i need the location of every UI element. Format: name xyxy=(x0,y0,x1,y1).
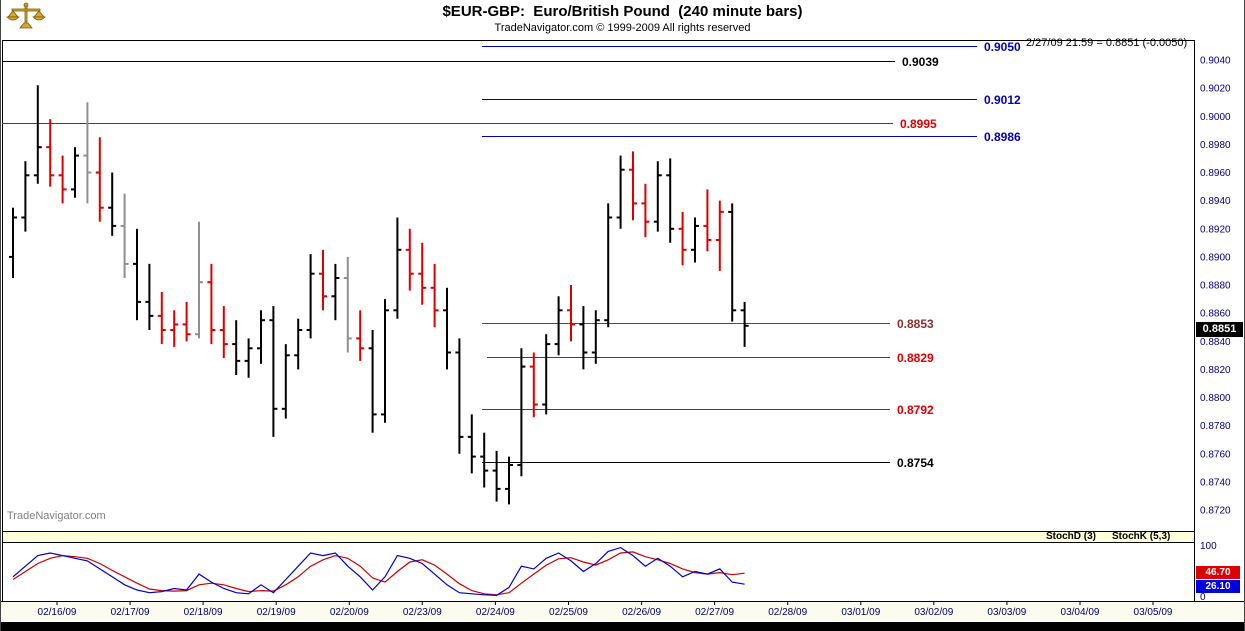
price-axis-label: 0.8980 xyxy=(1200,140,1231,151)
price-axis-label: 0.8860 xyxy=(1200,309,1231,320)
price-axis-label: 0.9000 xyxy=(1200,112,1231,123)
date-axis-label: 02/24/09 xyxy=(476,607,515,618)
price-line-label: 0.8754 xyxy=(897,456,934,470)
price-axis-label: 0.8740 xyxy=(1200,477,1231,488)
date-axis-label: 02/20/09 xyxy=(330,607,369,618)
date-axis-label: 02/27/09 xyxy=(695,607,734,618)
price-axis-label: 0.8900 xyxy=(1200,252,1231,263)
date-axis-labels: 02/16/09 02/17/09 02/18/09 02/19/09 02/20/09… xyxy=(38,601,1173,618)
support-resistance-lines: 0.9050 0.9039 0.9012 0.8995 0.8986 0.8853 0.88… xyxy=(2,40,1021,470)
price-axis-label: 0.8780 xyxy=(1200,421,1231,432)
price-axis-label: 0.8760 xyxy=(1200,449,1231,460)
date-axis-label: 02/23/09 xyxy=(403,607,442,618)
stochastic-lines xyxy=(12,546,745,597)
price-axis-label: 0.8880 xyxy=(1200,281,1231,292)
stochd-legend-label[interactable]: StochD (3) xyxy=(1046,531,1096,542)
date-axis-label: 03/02/09 xyxy=(914,607,953,618)
stochk-value-box: 26.10 xyxy=(1196,580,1240,593)
price-axis-labels: 0.9040 0.9020 0.9000 0.8980 0.8960 0.8940 0.89… xyxy=(1200,56,1231,517)
watermark: TradeNavigator.com xyxy=(7,510,106,522)
price-line-label: 0.9050 xyxy=(984,40,1021,54)
stoch-scale-top-label: 100 xyxy=(1200,541,1217,552)
left-window-edge xyxy=(0,0,1,631)
price-axis-label: 0.8920 xyxy=(1200,224,1231,235)
date-axis-label: 03/03/09 xyxy=(987,607,1026,618)
chart-subtitle: TradeNavigator.com © 1999-2009 All right… xyxy=(494,22,751,34)
price-line-label: 0.9039 xyxy=(902,55,939,69)
date-axis-label: 02/18/09 xyxy=(184,607,223,618)
stochd-value-box: 46.70 xyxy=(1196,566,1240,579)
bottom-border-bar xyxy=(0,622,1245,631)
price-line-label: 0.8853 xyxy=(897,317,934,331)
price-axis-label: 0.9020 xyxy=(1200,84,1231,95)
stochk-legend-label[interactable]: StochK (5,3) xyxy=(1112,531,1171,542)
ohlc-bars xyxy=(9,85,749,505)
date-axis-label: 02/28/09 xyxy=(768,607,807,618)
price-line-label: 0.9012 xyxy=(984,93,1021,107)
price-line-label: 0.8829 xyxy=(897,351,934,365)
price-line-label: 0.8995 xyxy=(900,117,937,131)
price-axis-label: 0.8720 xyxy=(1200,506,1231,517)
stoch-line xyxy=(12,551,745,596)
stoch-line xyxy=(12,546,745,597)
price-axis-label: 0.9040 xyxy=(1200,56,1231,67)
price-line-label: 0.8986 xyxy=(984,130,1021,144)
stoch-scale-bottom-label: 0 xyxy=(1200,592,1206,603)
price-line-label: 0.8792 xyxy=(897,403,934,417)
date-axis-label: 03/04/09 xyxy=(1061,607,1100,618)
price-axis-label: 0.8960 xyxy=(1200,168,1231,179)
scales-icon xyxy=(6,2,46,34)
date-axis-label: 03/05/09 xyxy=(1134,607,1173,618)
price-axis-label: 0.8800 xyxy=(1200,393,1231,404)
last-quote-annotation: 2/27/09 21:59 = 0.8851 (-0.0050) xyxy=(1026,37,1188,49)
panel-backgrounds xyxy=(0,531,1245,622)
price-axis-label: 0.8820 xyxy=(1200,365,1231,376)
date-axis-label: 02/17/09 xyxy=(111,607,150,618)
chart-title: $EUR-GBP: Euro/British Pound (240 minute… xyxy=(442,3,803,20)
last-price-box: 0.8851 xyxy=(1196,322,1243,337)
chart-frame xyxy=(0,40,1245,602)
price-axis-label: 0.8840 xyxy=(1200,337,1231,348)
date-axis-label: 02/19/09 xyxy=(257,607,296,618)
date-axis-label: 02/26/09 xyxy=(622,607,661,618)
date-axis-label: 02/25/09 xyxy=(549,607,588,618)
price-axis-label: 0.8940 xyxy=(1200,196,1231,207)
date-axis-label: 03/01/09 xyxy=(841,607,880,618)
date-axis-label: 02/16/09 xyxy=(38,607,77,618)
